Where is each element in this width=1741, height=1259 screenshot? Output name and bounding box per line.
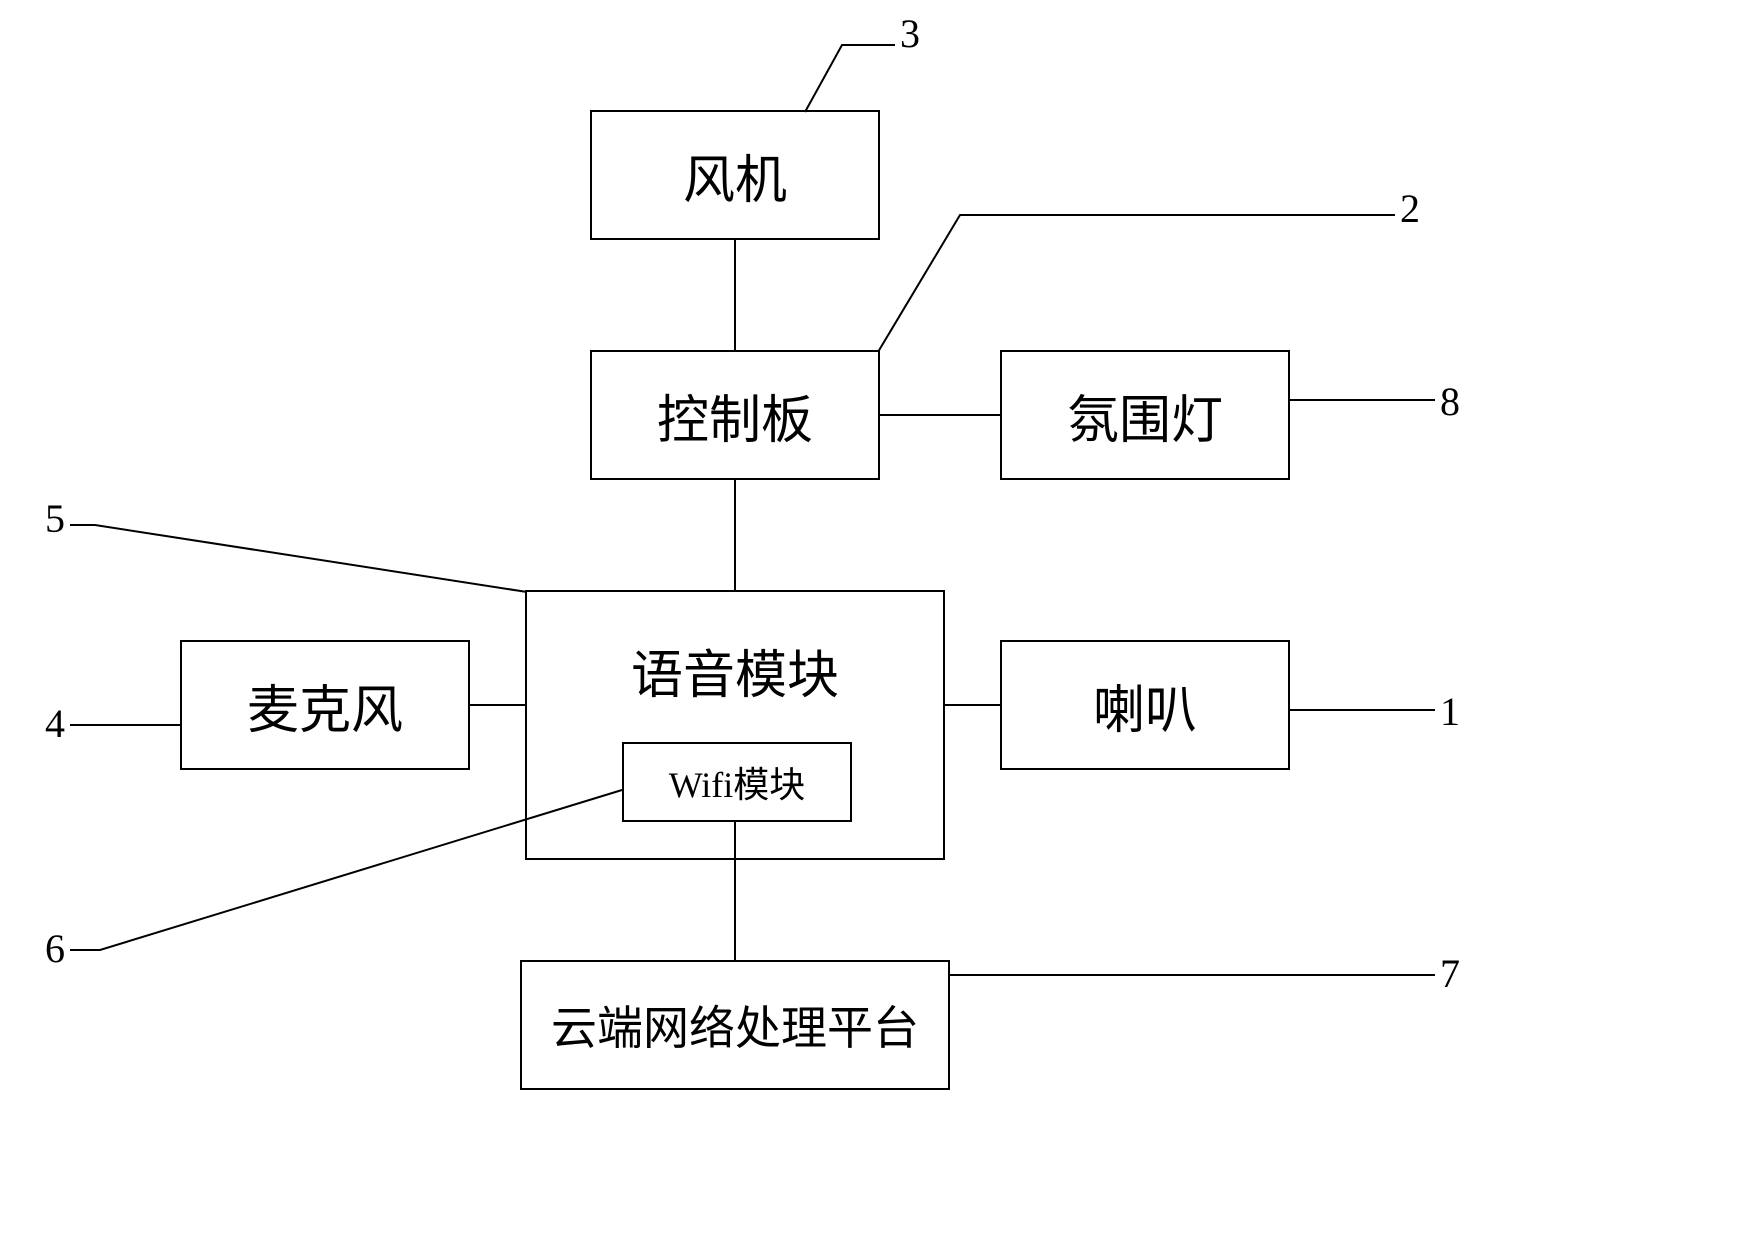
node-ambient: 氛围灯: [1000, 350, 1290, 480]
node-wifi-label: Wifi模块: [669, 756, 806, 808]
node-fan-label: 风机: [683, 138, 787, 213]
ref-7: 7: [1440, 950, 1460, 997]
leader-2: [878, 215, 1395, 352]
ref-6: 6: [45, 925, 65, 972]
leader-5: [70, 525, 527, 592]
node-speaker-label: 喇叭: [1093, 668, 1197, 743]
ref-4: 4: [45, 700, 65, 747]
node-mic-label: 麦克风: [247, 668, 403, 743]
ref-5: 5: [45, 495, 65, 542]
node-ambient-label: 氛围灯: [1067, 378, 1223, 453]
node-wifi: Wifi模块: [622, 742, 852, 822]
node-speaker: 喇叭: [1000, 640, 1290, 770]
node-fan: 风机: [590, 110, 880, 240]
node-voice: 语音模块 Wifi模块: [525, 590, 945, 860]
ref-8: 8: [1440, 378, 1460, 425]
leader-3: [805, 45, 895, 112]
node-mic: 麦克风: [180, 640, 470, 770]
node-cloud-label: 云端网络处理平台: [551, 992, 919, 1058]
node-cloud: 云端网络处理平台: [520, 960, 950, 1090]
node-control-label: 控制板: [657, 378, 813, 453]
block-diagram: 风机 控制板 氛围灯 麦克风 语音模块 Wifi模块 喇叭 云端网络处理平台 3…: [0, 0, 1741, 1259]
ref-3: 3: [900, 10, 920, 57]
ref-1: 1: [1440, 688, 1460, 735]
ref-2: 2: [1400, 185, 1420, 232]
node-control: 控制板: [590, 350, 880, 480]
node-voice-label: 语音模块: [631, 633, 839, 708]
